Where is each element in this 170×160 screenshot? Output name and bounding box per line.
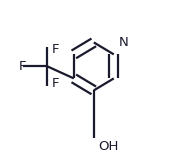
- Text: OH: OH: [99, 140, 119, 153]
- Text: N: N: [119, 36, 128, 49]
- Text: F: F: [19, 60, 26, 73]
- Text: F: F: [51, 43, 59, 56]
- Text: F: F: [51, 77, 59, 90]
